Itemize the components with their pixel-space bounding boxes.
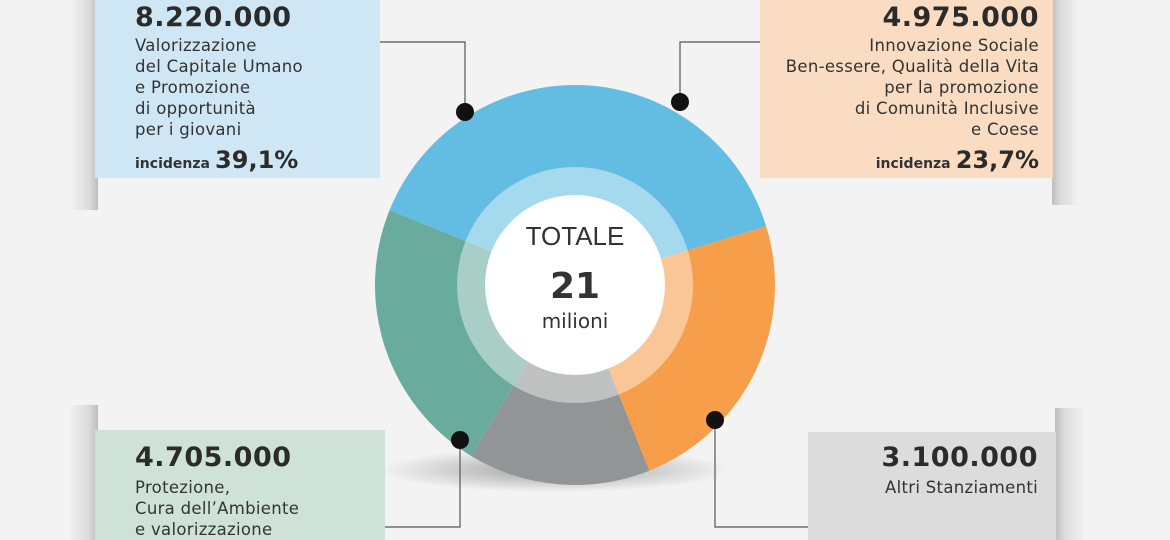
center-unit: milioni [542, 309, 609, 333]
connector-dot-1 [456, 103, 474, 121]
incidence-value: 23,7% [955, 146, 1039, 174]
connector-dots [451, 93, 724, 449]
connector-dot-4 [706, 411, 724, 429]
amount: 3.100.000 [881, 442, 1038, 473]
slice-3 [470, 285, 650, 485]
amount: 4.705.000 [135, 442, 292, 473]
description: Innovazione Sociale Ben-essere, Qualità … [785, 36, 1039, 139]
panel-shadow [70, 0, 98, 210]
panel-shadow [1055, 408, 1085, 540]
panel-capitale-umano: 8.220.000 Valorizzazione del Capitale Um… [95, 0, 380, 178]
description: Valorizzazione del Capitale Umano e Prom… [135, 36, 303, 139]
incidence-label: incidenza [875, 156, 951, 172]
connector-line-2 [679, 41, 760, 102]
connector-dot-2 [671, 93, 689, 111]
panel-protezione-ambiente: 4.705.000 Protezione, Cura dell’Ambiente… [95, 430, 385, 540]
description: Protezione, Cura dell’Ambiente e valoriz… [135, 478, 300, 539]
panel-shadow [68, 405, 98, 540]
panel-altri-stanziamenti: 3.100.000 Altri Stanziamenti [808, 432, 1056, 540]
incidence-label: incidenza [135, 156, 210, 172]
connector-line-1 [380, 41, 466, 112]
connector-lines [380, 41, 808, 528]
center-title: TOTALE [526, 221, 625, 251]
description: Altri Stanziamenti [885, 478, 1038, 497]
center-disc [485, 195, 665, 375]
connector-dot-3 [451, 431, 469, 449]
connector-line-4 [714, 420, 808, 528]
amount: 4.975.000 [882, 2, 1039, 33]
slice-1 [389, 84, 767, 285]
panel-innovazione-sociale: 4.975.000 Innovazione Sociale Ben-essere… [760, 0, 1053, 178]
panel-shadow [1052, 0, 1080, 205]
center-value: 21 [550, 266, 600, 307]
connector-line-3 [385, 440, 461, 528]
incidence-value: 39,1% [215, 146, 299, 174]
amount: 8.220.000 [135, 2, 292, 33]
